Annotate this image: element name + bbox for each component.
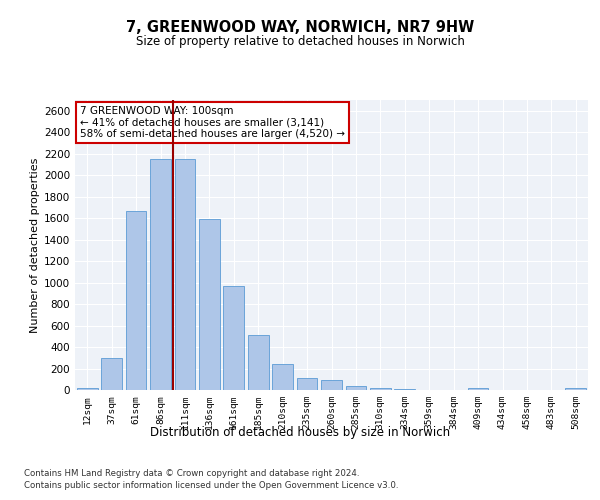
- Bar: [101, 358, 122, 390]
- Bar: [394, 389, 415, 390]
- Bar: [370, 388, 391, 390]
- Text: Contains HM Land Registry data © Crown copyright and database right 2024.: Contains HM Land Registry data © Crown c…: [24, 470, 359, 478]
- Bar: [321, 380, 342, 390]
- Bar: [150, 159, 171, 390]
- Bar: [223, 286, 244, 390]
- Bar: [248, 335, 269, 390]
- Bar: [125, 210, 146, 390]
- Text: 7 GREENWOOD WAY: 100sqm
← 41% of detached houses are smaller (3,141)
58% of semi: 7 GREENWOOD WAY: 100sqm ← 41% of detache…: [80, 106, 345, 139]
- Text: 7, GREENWOOD WAY, NORWICH, NR7 9HW: 7, GREENWOOD WAY, NORWICH, NR7 9HW: [126, 20, 474, 35]
- Text: Size of property relative to detached houses in Norwich: Size of property relative to detached ho…: [136, 34, 464, 48]
- Bar: [296, 378, 317, 390]
- Bar: [272, 364, 293, 390]
- Bar: [199, 219, 220, 390]
- Bar: [77, 388, 98, 390]
- Bar: [175, 159, 196, 390]
- Y-axis label: Number of detached properties: Number of detached properties: [30, 158, 40, 332]
- Text: Contains public sector information licensed under the Open Government Licence v3: Contains public sector information licen…: [24, 482, 398, 490]
- Text: Distribution of detached houses by size in Norwich: Distribution of detached houses by size …: [150, 426, 450, 439]
- Bar: [565, 388, 586, 390]
- Bar: [467, 388, 488, 390]
- Bar: [346, 386, 367, 390]
